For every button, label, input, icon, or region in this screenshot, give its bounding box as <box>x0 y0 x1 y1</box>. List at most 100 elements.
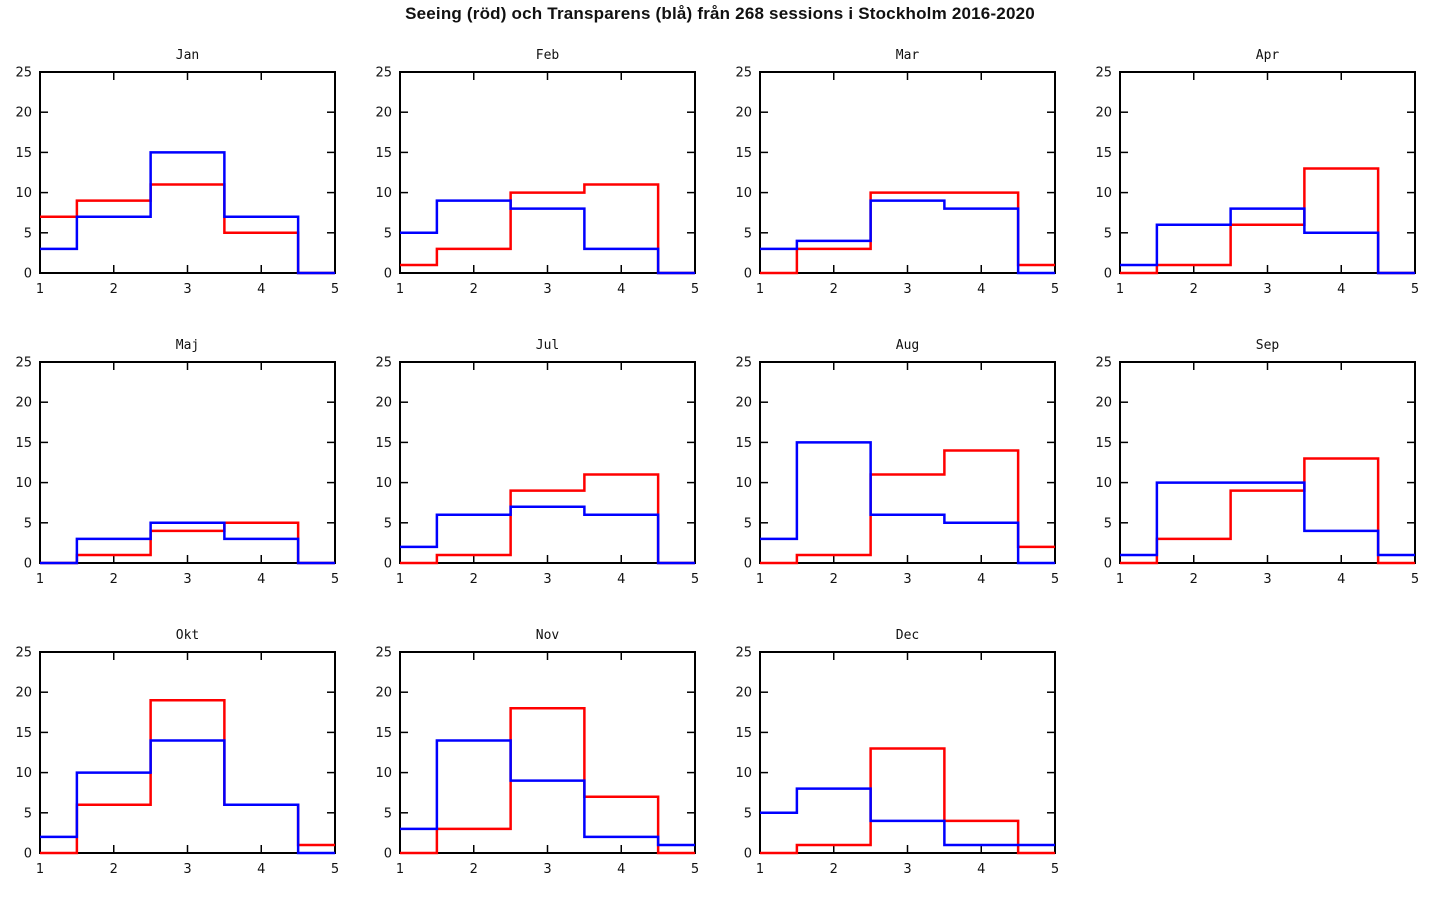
subplot-mar: Mar 1 2 3 4 5 0 5 10 15 20 25 <box>720 35 1080 325</box>
x-tick-label: 2 <box>110 282 118 297</box>
y-tick-label: 5 <box>24 806 32 821</box>
y-tick-label: 10 <box>375 476 392 491</box>
subplot-title: Mar <box>896 48 920 63</box>
y-tick-label: 0 <box>744 267 752 282</box>
transparens-line <box>400 739 695 847</box>
x-tick-label: 5 <box>1051 862 1059 877</box>
y-tick-label: 0 <box>744 557 752 572</box>
subplot-dec: Dec 1 2 3 4 5 0 5 10 15 20 25 <box>720 615 1080 905</box>
axis-ticks <box>39 651 336 854</box>
axis-ticks <box>759 71 1056 274</box>
y-tick-label: 0 <box>24 847 32 862</box>
y-tick-label: 15 <box>375 436 392 451</box>
x-tick-label: 1 <box>36 572 44 587</box>
x-tick-label: 4 <box>257 572 265 587</box>
plot-border <box>399 651 696 854</box>
subplot-title: Jan <box>176 48 199 63</box>
x-tick-label: 2 <box>1190 572 1198 587</box>
y-tick-label: 20 <box>375 106 392 121</box>
x-tick-label: 2 <box>110 572 118 587</box>
subplot-title: Okt <box>176 628 199 643</box>
y-tick-label: 20 <box>1095 106 1112 121</box>
y-tick-label: 5 <box>24 226 32 241</box>
y-tick-label: 10 <box>15 476 32 491</box>
plot-border <box>1119 71 1416 274</box>
y-tick-label: 15 <box>15 726 32 741</box>
x-tick-label: 5 <box>331 862 339 877</box>
subplot-sep: Sep 1 2 3 4 5 0 5 10 15 20 25 <box>1080 325 1440 615</box>
x-tick-label: 5 <box>1411 572 1419 587</box>
x-tick-label: 2 <box>830 282 838 297</box>
y-tick-label: 25 <box>1095 356 1112 371</box>
y-tick-label: 0 <box>24 267 32 282</box>
subplot-feb: Feb 1 2 3 4 5 0 5 10 15 20 25 <box>360 35 720 325</box>
seeing-line <box>760 449 1055 565</box>
x-tick-label: 2 <box>830 572 838 587</box>
y-tick-label: 0 <box>24 557 32 572</box>
x-tick-label: 1 <box>756 862 764 877</box>
y-tick-label: 5 <box>744 516 752 531</box>
x-tick-label: 1 <box>396 282 404 297</box>
x-tick-label: 3 <box>183 282 191 297</box>
x-tick-label: 3 <box>903 572 911 587</box>
x-tick-label: 4 <box>977 282 985 297</box>
subplot-jul: Jul 1 2 3 4 5 0 5 10 15 20 25 <box>360 325 720 615</box>
x-tick-label: 5 <box>691 282 699 297</box>
y-tick-label: 25 <box>375 646 392 661</box>
subplot-canvas: Mar 1 2 3 4 5 0 5 10 15 20 25 <box>735 48 1059 297</box>
x-tick-label: 3 <box>543 572 551 587</box>
x-tick-label: 3 <box>183 572 191 587</box>
axis-ticks <box>39 361 336 564</box>
y-tick-label: 5 <box>1104 226 1112 241</box>
y-tick-label: 25 <box>15 646 32 661</box>
x-tick-label: 4 <box>257 862 265 877</box>
seeing-line <box>1120 457 1415 565</box>
x-tick-label: 1 <box>36 862 44 877</box>
subplot-canvas: Sep 1 2 3 4 5 0 5 10 15 20 25 <box>1095 338 1419 587</box>
plot-border <box>399 71 696 274</box>
subplot-title: Nov <box>536 628 560 643</box>
x-tick-label: 1 <box>1116 282 1124 297</box>
y-tick-label: 20 <box>15 686 32 701</box>
x-tick-label: 4 <box>617 572 625 587</box>
x-tick-label: 2 <box>1190 282 1198 297</box>
y-tick-label: 15 <box>15 436 32 451</box>
y-tick-label: 20 <box>375 686 392 701</box>
axis-ticks <box>399 71 696 274</box>
x-tick-label: 1 <box>756 572 764 587</box>
y-tick-label: 10 <box>15 186 32 201</box>
plot-border <box>399 361 696 564</box>
plot-border <box>759 651 1056 854</box>
y-tick-label: 15 <box>1095 436 1112 451</box>
x-tick-label: 4 <box>617 862 625 877</box>
subplot-jan: Jan 1 2 3 4 5 0 5 10 15 20 25 <box>0 35 360 325</box>
y-tick-label: 15 <box>735 436 752 451</box>
subplot-canvas: Aug 1 2 3 4 5 0 5 10 15 20 25 <box>735 338 1059 587</box>
subplot-canvas: Feb 1 2 3 4 5 0 5 10 15 20 25 <box>375 48 699 297</box>
axis-ticks <box>759 361 1056 564</box>
subplot-maj: Maj 1 2 3 4 5 0 5 10 15 20 25 <box>0 325 360 615</box>
subplot-canvas: Jul 1 2 3 4 5 0 5 10 15 20 25 <box>375 338 699 587</box>
subplot-canvas: Apr 1 2 3 4 5 0 5 10 15 20 25 <box>1095 48 1419 297</box>
axis-ticks <box>399 361 696 564</box>
x-tick-label: 3 <box>183 862 191 877</box>
transparens-line <box>760 199 1055 275</box>
x-tick-label: 3 <box>1263 282 1271 297</box>
y-tick-label: 15 <box>735 146 752 161</box>
x-tick-label: 3 <box>543 862 551 877</box>
y-tick-label: 20 <box>735 686 752 701</box>
y-tick-label: 5 <box>384 516 392 531</box>
seeing-line <box>760 747 1055 855</box>
x-tick-label: 3 <box>903 862 911 877</box>
y-tick-label: 25 <box>15 356 32 371</box>
axis-ticks <box>1119 361 1416 564</box>
y-tick-label: 25 <box>375 356 392 371</box>
transparens-line <box>1120 481 1415 557</box>
transparens-line <box>40 739 335 855</box>
y-tick-label: 5 <box>744 226 752 241</box>
x-tick-label: 2 <box>110 862 118 877</box>
seeing-line <box>40 698 335 855</box>
x-tick-label: 2 <box>470 572 478 587</box>
y-tick-label: 20 <box>735 396 752 411</box>
y-tick-label: 20 <box>375 396 392 411</box>
